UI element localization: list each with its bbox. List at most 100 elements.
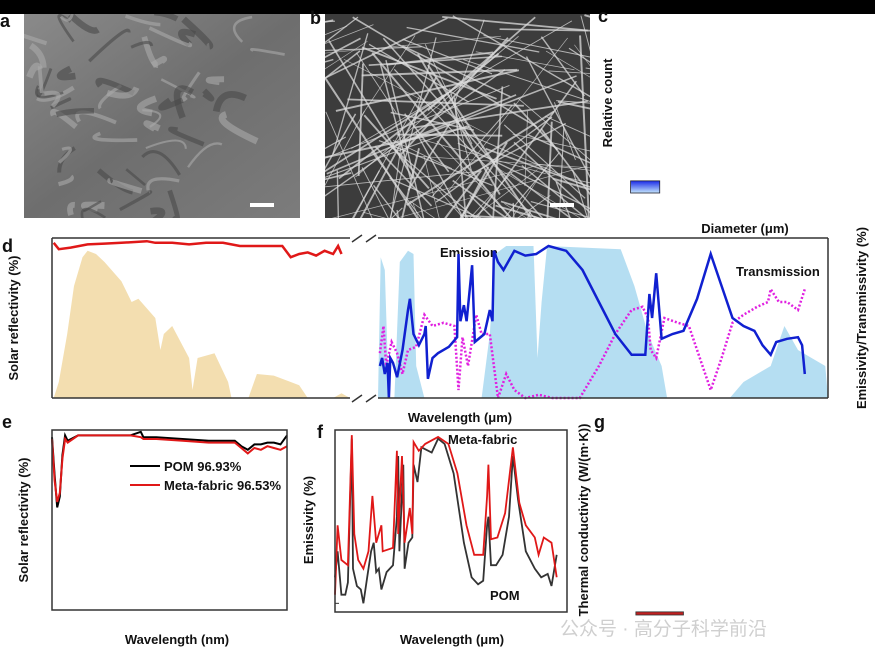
sem-fiber — [154, 14, 179, 22]
sem-fiber — [343, 58, 488, 135]
sem-fiber — [453, 97, 467, 218]
sem-fiber — [467, 122, 567, 177]
sem-fiber — [331, 164, 540, 218]
sem-fiber — [356, 52, 397, 114]
sem-fiber — [500, 200, 557, 218]
sem-fiber — [512, 133, 590, 152]
e-ylabel: Solar reflectivity (%) — [16, 458, 31, 583]
sem-fiber — [359, 77, 437, 218]
sem-fiber — [357, 63, 364, 177]
sem-fiber — [146, 177, 180, 191]
sem-fiber — [58, 174, 74, 187]
e-legend: POM 96.93% Meta-fabric 96.53% — [130, 459, 281, 493]
sem-image-a — [24, 14, 300, 218]
sem-fiber — [187, 142, 223, 168]
sem-fiber — [540, 36, 586, 97]
sem-fiber — [212, 91, 247, 113]
f-ylabel: Emissivity (%) — [301, 476, 316, 564]
sem-fiber — [511, 166, 547, 218]
sem-fiber — [373, 184, 400, 218]
sem-fiber — [409, 200, 436, 218]
sem-fiber — [513, 102, 559, 151]
sem-fiber — [452, 179, 508, 218]
sem-fiber — [325, 41, 368, 70]
d-emission-line — [378, 244, 807, 399]
sem-fiber — [395, 165, 587, 218]
sem-fiber — [513, 141, 590, 214]
sem-fiber — [540, 128, 590, 196]
sem-fiber — [390, 140, 403, 218]
sem-fiber — [106, 86, 140, 99]
sem-fiber — [483, 35, 590, 58]
sem-fiber — [141, 150, 181, 176]
sem-fiber — [125, 168, 146, 187]
sem-fiber — [558, 127, 565, 218]
sem-fiber — [336, 170, 340, 218]
sem-fiber — [503, 152, 560, 218]
sem-fiber — [361, 167, 389, 218]
sem-fiber — [352, 16, 538, 128]
sem-fiber — [67, 14, 100, 34]
sem-fiber — [332, 33, 369, 155]
sem-fiber — [390, 146, 477, 218]
g-ylabel: Thermal conductivity (W/(m·K)) — [576, 424, 591, 617]
sem-fiber — [401, 148, 420, 218]
d-axis-break — [351, 394, 377, 403]
sem-fiber — [37, 66, 44, 94]
sem-fiber — [457, 142, 590, 210]
sem-fiber — [325, 24, 374, 45]
sem-fiber — [535, 163, 590, 171]
sem-fiber — [107, 177, 143, 194]
f-annotation-meta-fabric: Meta-fabric — [448, 432, 517, 447]
sem-fiber — [552, 177, 590, 191]
panel-label-f: f — [317, 422, 324, 442]
e-xlabel: Wavelength (nm) — [125, 632, 229, 647]
scale-bar — [250, 203, 274, 207]
sem-fiber — [36, 68, 53, 97]
sem-fiber — [528, 134, 590, 164]
sem-fiber — [521, 164, 588, 218]
sem-fiber — [385, 59, 425, 218]
sem-fiber — [124, 14, 161, 27]
sem-fiber — [95, 77, 136, 96]
scale-bar — [550, 203, 574, 207]
sem-fiber — [553, 102, 576, 161]
sem-fiber — [218, 111, 259, 145]
sem-fiber — [379, 64, 412, 180]
d-ylabel: Solar reflectivity (%) — [6, 256, 21, 381]
sem-fiber — [351, 170, 381, 218]
sem-fiber — [142, 109, 162, 128]
sem-fiber — [427, 16, 536, 112]
c-bar — [630, 180, 661, 194]
sem-fiber — [472, 169, 538, 218]
sem-fiber — [58, 146, 72, 164]
sem-fiber — [585, 67, 590, 70]
f-annotation-pom: POM — [490, 588, 520, 603]
sem-fiber — [555, 181, 571, 218]
sem-fiber — [449, 88, 472, 171]
sem-fiber — [150, 207, 166, 218]
sem-fiber — [393, 68, 536, 218]
sem-fiber — [180, 71, 201, 103]
sem-fiber — [391, 207, 403, 218]
sem-image-b — [325, 14, 590, 218]
sem-fiber — [544, 115, 590, 137]
sem-fiber — [512, 202, 515, 218]
sem-fiber — [325, 50, 361, 80]
d-transmission-line — [378, 285, 806, 400]
sem-fiber — [517, 97, 590, 161]
sem-fiber — [374, 145, 433, 207]
sem-fiber — [325, 111, 365, 187]
sem-fiber — [444, 169, 483, 218]
sem-fiber — [80, 207, 106, 218]
sem-fiber — [548, 70, 590, 74]
sem-fiber — [423, 155, 440, 218]
sem-fiber — [530, 201, 590, 218]
sem-fiber — [168, 126, 205, 147]
sem-fiber — [556, 100, 590, 104]
sem-fiber — [406, 26, 540, 53]
d-annotation-transmission: Transmission — [736, 264, 820, 279]
panel-label-c: c — [598, 6, 608, 26]
d-annotation-emission: Emission — [440, 245, 498, 260]
